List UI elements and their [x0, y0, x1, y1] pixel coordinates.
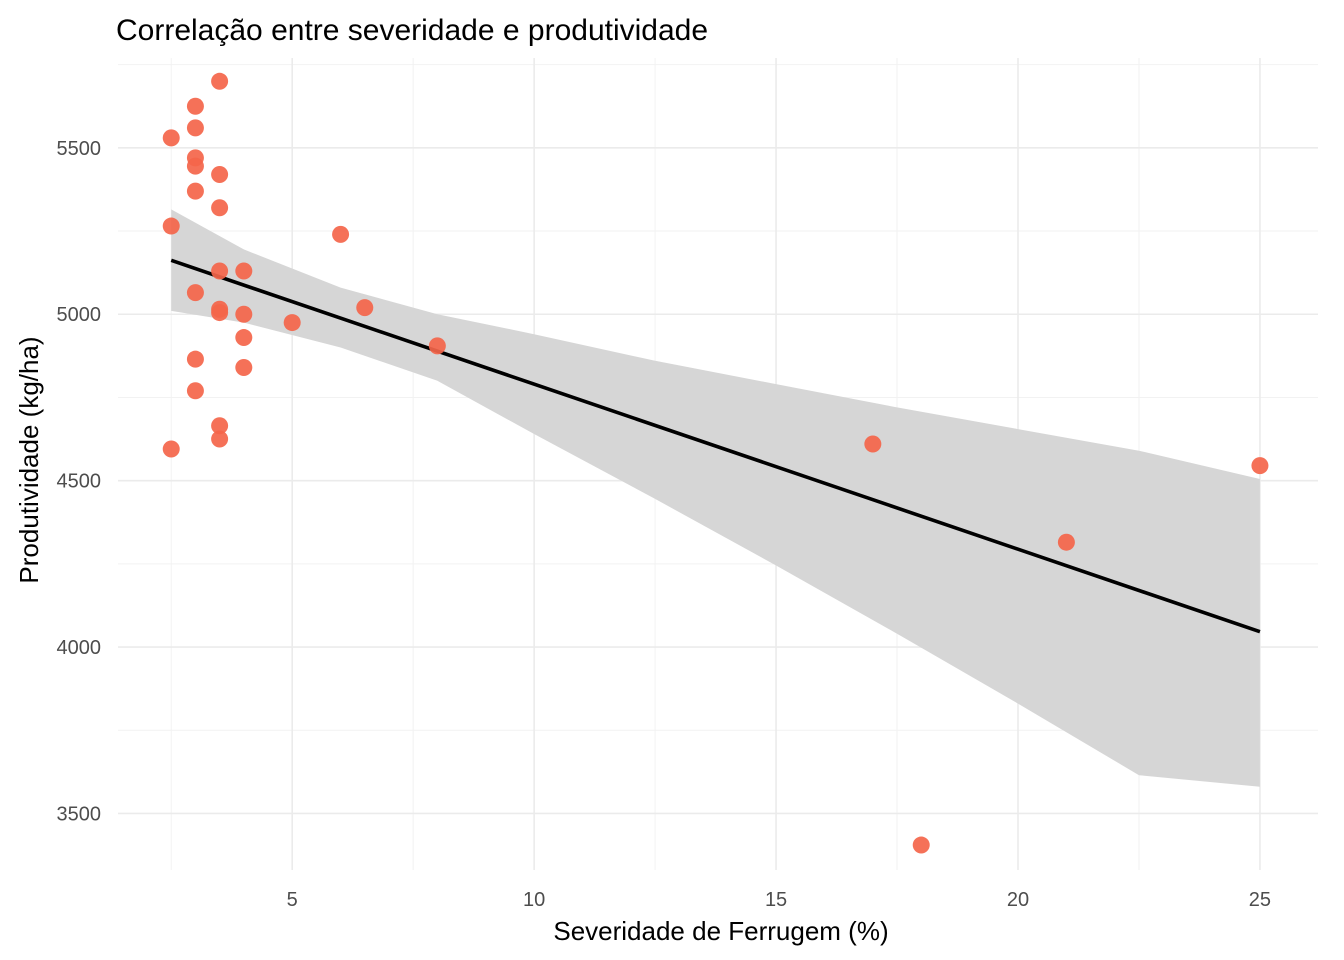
y-tick-label: 5500 [57, 138, 102, 160]
data-point [186, 119, 204, 137]
data-point [235, 358, 253, 376]
y-tick-label: 5000 [57, 304, 102, 326]
confidence-band [171, 209, 1260, 787]
data-point [162, 440, 180, 458]
x-tick-label: 15 [765, 889, 787, 911]
fit-line-layer [170, 258, 1261, 634]
data-point [211, 262, 229, 280]
data-point [186, 382, 204, 400]
y-axis-ticks: 3500 4000 4500 5000 5500 [57, 138, 102, 826]
data-point [235, 305, 253, 323]
points-layer [162, 72, 1269, 854]
data-point [211, 430, 229, 448]
data-point [186, 284, 204, 302]
data-point [186, 350, 204, 368]
x-tick-label: 10 [523, 889, 545, 911]
data-point [162, 129, 180, 147]
data-point [186, 182, 204, 200]
data-point [332, 225, 350, 243]
y-axis-title: Produtividade (kg/ha) [14, 336, 44, 583]
data-point [211, 417, 229, 435]
data-point [162, 217, 180, 235]
x-tick-label: 25 [1249, 889, 1271, 911]
y-tick-label: 4000 [57, 637, 102, 659]
data-point [912, 836, 930, 854]
y-tick-label: 4500 [57, 471, 102, 493]
data-point [235, 262, 253, 280]
data-point [186, 157, 204, 175]
x-axis-ticks: 5 10 15 20 25 [287, 889, 1271, 911]
x-tick-label: 5 [287, 889, 298, 911]
x-tick-label: 20 [1007, 889, 1029, 911]
chart-title: Correlação entre severidade e produtivid… [116, 14, 708, 47]
data-point [235, 329, 253, 347]
data-point [1057, 533, 1075, 551]
data-point [283, 314, 301, 332]
data-point [211, 72, 229, 90]
y-tick-label: 3500 [57, 803, 102, 825]
data-point [428, 337, 446, 355]
data-point [356, 299, 374, 317]
confidence-band-layer [171, 209, 1260, 787]
regression-line [170, 258, 1261, 634]
data-point [211, 165, 229, 183]
data-point [211, 304, 229, 322]
data-point [186, 97, 204, 115]
data-point [1251, 457, 1269, 475]
data-point [864, 435, 882, 453]
data-point [211, 199, 229, 217]
x-axis-title: Severidade de Ferrugem (%) [553, 916, 888, 946]
